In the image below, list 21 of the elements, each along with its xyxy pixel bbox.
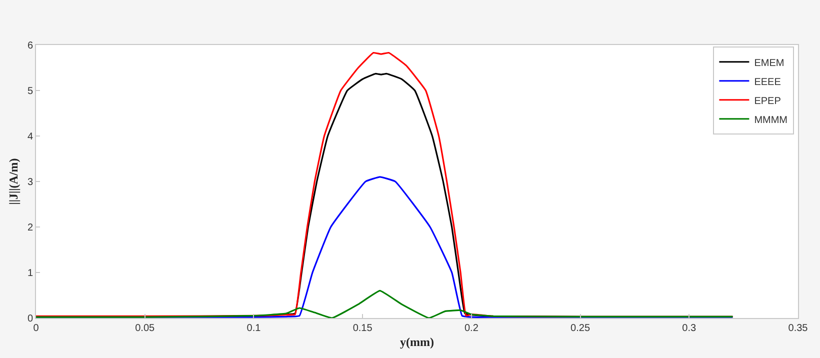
x-tick-label: 0.05	[135, 323, 156, 334]
y-tick-label: 2	[27, 222, 34, 234]
y-tick-label: 4	[27, 132, 34, 142]
y-tick-label: 3	[27, 177, 34, 188]
legend-label: EEEE	[754, 76, 782, 88]
y-tick-label: 5	[27, 86, 34, 97]
x-tick-label: 0.1	[246, 323, 262, 334]
x-axis-title: y(mm)	[400, 334, 434, 349]
legend-label: EMEM	[754, 58, 784, 69]
y-tick-label: 6	[27, 40, 34, 52]
x-tick-label: 0.15	[352, 323, 373, 334]
y-axis-title: ||J||(A/m)	[6, 158, 21, 205]
x-tick-label: 0.35	[788, 323, 808, 334]
y-tick-label: 1	[27, 268, 34, 279]
legend-label: EPEP	[754, 96, 782, 107]
x-tick-label: 0.2	[464, 323, 479, 334]
x-tick-label: 0.3	[682, 323, 697, 334]
y-tick-label: 0	[27, 314, 34, 324]
line-series	[36, 290, 734, 318]
x-tick-label: 0.25	[570, 323, 590, 334]
legend-label: MMMM	[754, 114, 788, 126]
